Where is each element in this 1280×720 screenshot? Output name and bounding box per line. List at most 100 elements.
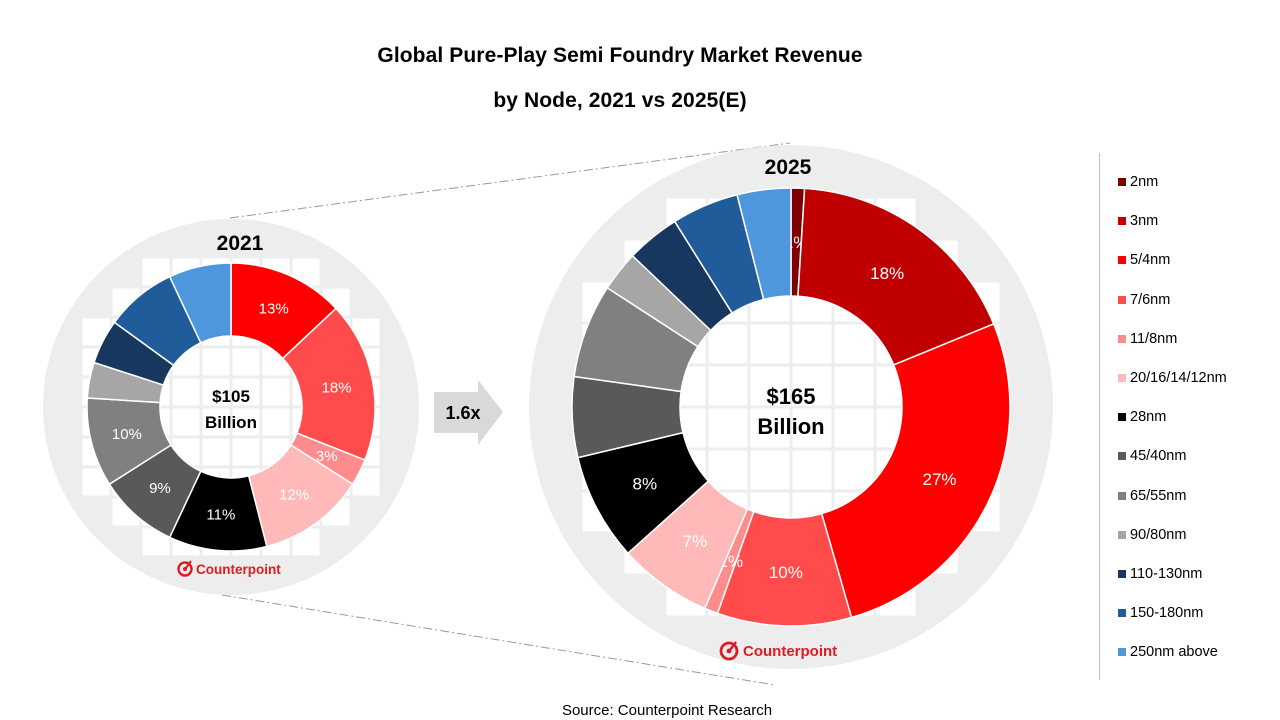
wafer-die: [750, 366, 790, 406]
chart-legend: 2nm 3nm 5/4nm 7/6nm 11/8nm 20/16/14/12nm 28nm 4…: [1099, 153, 1270, 680]
data-label-y2021-45-40nm: 9%: [149, 480, 171, 497]
wafer-die: [834, 450, 874, 490]
legend-swatch: [1118, 491, 1126, 500]
data-label-y2025-5-4nm: 27%: [922, 470, 956, 489]
legend-label: 20/16/14/12nm: [1130, 370, 1227, 386]
data-label-y2021-20-16-14-12nm: 12%: [279, 486, 309, 503]
total-unit-2025: Billion: [757, 414, 824, 439]
data-label-y2021-28nm: 11%: [206, 506, 235, 523]
wafer-die: [202, 438, 230, 466]
legend-item-150-180nm: 150-180nm: [1118, 604, 1203, 622]
legend-label: 110-130nm: [1130, 566, 1203, 582]
wafer-die: [172, 378, 200, 406]
legend-swatch: [1118, 217, 1126, 226]
wafer-die: [792, 366, 832, 406]
chart-title: Global Pure-Play Semi Foundry Market Rev…: [377, 44, 863, 67]
legend-label: 28nm: [1130, 409, 1167, 426]
chart-area: 13%18%3%12%11%9%10% 1%18%27%10%1%7%8% $1…: [43, 142, 1053, 686]
legend-item-3nm: 3nm: [1118, 212, 1158, 230]
wafer-die: [708, 450, 748, 490]
chart-subtitle: by Node, 2021 vs 2025(E): [493, 89, 747, 112]
legend-swatch: [1118, 295, 1126, 304]
legend-item-65-55nm: 65/55nm: [1118, 487, 1186, 505]
data-label-y2025-7-6nm: 10%: [769, 563, 803, 582]
wafer-die: [834, 366, 874, 406]
wafer-die: [202, 378, 230, 406]
counterpoint-logo-text: Counterpoint: [743, 643, 837, 660]
legend-label: 90/80nm: [1130, 526, 1187, 543]
data-label-y2021-11-8nm: 3%: [316, 448, 338, 465]
zoom-connector-bottom: [221, 594, 776, 686]
wafer-die: [792, 324, 832, 364]
year-label-2025: 2025: [765, 156, 812, 179]
counterpoint-logo-icon: [719, 641, 739, 661]
legend-label: 5/4nm: [1130, 252, 1171, 269]
legend-item-45-40nm: 45/40nm: [1118, 447, 1186, 465]
wafer-die: [232, 378, 260, 406]
wafer-die: [172, 408, 200, 436]
legend-item-250nm-above: 250nm above: [1118, 643, 1218, 661]
counterpoint-logo-2021: Counterpoint: [177, 560, 281, 577]
source-note: Source: Counterpoint Research: [561, 702, 773, 719]
growth-label: 1.6x: [445, 403, 480, 423]
data-label-y2025-20-16-14-12nm: 7%: [683, 532, 708, 551]
total-unit-2021: Billion: [205, 413, 257, 432]
legend-item-20-16-14-12nm: 20/16/14/12nm: [1118, 369, 1227, 387]
legend-label: 11/8nm: [1130, 330, 1178, 347]
legend-swatch: [1118, 452, 1126, 461]
legend-swatch: [1118, 334, 1126, 343]
data-label-y2021-5-4nm: 13%: [259, 301, 289, 318]
legend-label: 7/6nm: [1130, 291, 1171, 308]
legend-label: 3nm: [1130, 213, 1159, 230]
data-label-y2025-3nm: 18%: [870, 264, 904, 283]
wafer-die: [708, 324, 748, 364]
total-value-2025: $165: [767, 384, 816, 409]
legend-label: 250nm above: [1130, 644, 1218, 661]
wafer-die: [750, 408, 790, 448]
legend-item-5-4nm: 5/4nm: [1118, 251, 1170, 269]
data-label-y2021-65-55nm: 10%: [112, 426, 142, 443]
legend-swatch: [1118, 609, 1126, 618]
donut-chart-2025: 1%18%27%10%1%7%8%: [571, 187, 1011, 627]
legend-label: 65/55nm: [1130, 487, 1187, 504]
wafer-die: [262, 408, 290, 436]
counterpoint-logo-icon: [177, 560, 193, 577]
legend-swatch: [1118, 648, 1126, 657]
counterpoint-logo-text: Counterpoint: [196, 562, 281, 577]
wafer-die: [202, 408, 230, 436]
legend-item-110-130nm: 110-130nm: [1118, 565, 1202, 583]
legend-item-90-80nm: 90/80nm: [1118, 526, 1186, 544]
wafer-die: [232, 438, 260, 466]
slice-y2025-5-4nm: [820, 323, 1011, 619]
wafer-die: [750, 450, 790, 490]
legend-label: 45/40nm: [1130, 448, 1187, 465]
wafer-die: [232, 408, 260, 436]
slice-y2025-250nm-above: [736, 187, 792, 301]
wafer-die: [202, 348, 230, 376]
wafer-die: [708, 408, 748, 448]
legend-item-2nm: 2nm: [1118, 173, 1158, 191]
growth-arrow: [434, 380, 503, 445]
legend-swatch: [1118, 374, 1126, 382]
legend-swatch: [1118, 570, 1126, 578]
slice-y2021-250nm-above: [168, 262, 232, 344]
year-label-2021: 2021: [217, 232, 264, 255]
wafer-die: [262, 378, 290, 406]
legend-item-7-6nm: 7/6nm: [1118, 291, 1170, 309]
data-label-y2025-28nm: 8%: [633, 475, 658, 494]
wafer-die: [232, 348, 260, 376]
wafer-die: [750, 324, 790, 364]
legend-swatch: [1118, 256, 1126, 265]
wafer-die: [792, 408, 832, 448]
wafer-die: [708, 366, 748, 406]
legend-swatch: [1118, 530, 1126, 539]
wafer-die: [834, 408, 874, 448]
wafer-die: [792, 450, 832, 490]
legend-label: 150-180nm: [1130, 605, 1204, 622]
legend-swatch: [1118, 413, 1126, 422]
data-label-y2021-7-6nm: 18%: [322, 379, 352, 396]
legend-item-11-8nm: 11/8nm: [1118, 330, 1177, 348]
wafer-die: [834, 324, 874, 364]
legend-item-28nm: 28nm: [1118, 408, 1166, 426]
slice-y2025-3nm: [797, 187, 995, 366]
